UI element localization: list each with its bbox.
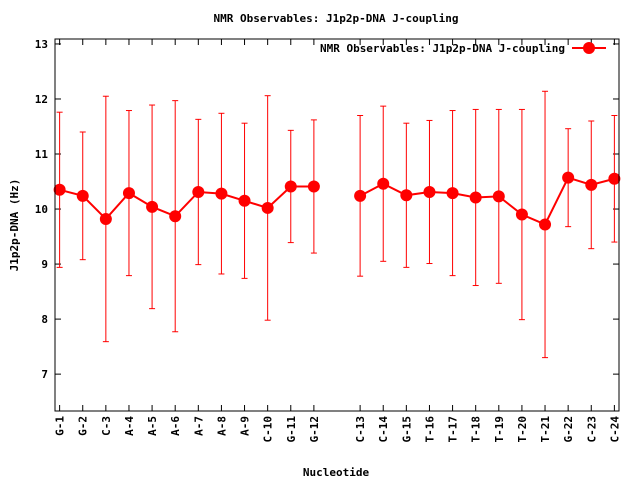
data-point — [53, 183, 66, 196]
x-tick-label: G-2 — [77, 416, 90, 436]
y-tick-label: 9 — [41, 258, 48, 271]
x-tick-label: T-19 — [493, 416, 506, 443]
x-tick-label: A-7 — [192, 416, 205, 436]
x-tick-label: C-24 — [608, 416, 621, 443]
legend: NMR Observables: J1p2p-DNA J-coupling — [320, 42, 606, 55]
x-tick-label: G-1 — [54, 416, 67, 436]
data-point — [76, 189, 89, 202]
x-tick-label: T-20 — [516, 416, 529, 443]
data-point — [192, 185, 205, 198]
y-tick-label: 7 — [41, 368, 48, 381]
y-axis-label: J1p2p-DNA (Hz) — [8, 179, 21, 272]
legend-marker — [583, 42, 595, 54]
marks — [53, 90, 621, 359]
x-tick-label: A-9 — [239, 416, 252, 436]
data-point — [492, 190, 505, 203]
ticks: 7 8 9 10 11 12 13 G-1 G-2 C-3 A-4 A-5 A-6 A-7 A-8 A-9 C-… — [35, 38, 622, 443]
data-point — [169, 210, 182, 223]
x-tick-label: A-5 — [146, 416, 159, 436]
y-tick-label: 13 — [35, 38, 48, 51]
y-tick-label: 8 — [41, 313, 48, 326]
x-tick-label: C-3 — [100, 416, 113, 436]
y-tick-label: 10 — [35, 203, 48, 216]
data-point — [585, 178, 598, 191]
plot-frame — [54, 38, 620, 412]
y-tick-label: 12 — [35, 93, 48, 106]
x-tick-label: T-21 — [539, 416, 552, 443]
data-point — [99, 212, 112, 225]
series-line — [59, 185, 314, 221]
x-tick-label: T-18 — [470, 416, 483, 443]
x-tick-label: C-10 — [262, 416, 275, 443]
chart-title: NMR Observables: J1p2p-DNA J-coupling — [213, 12, 458, 25]
x-tick-label: A-4 — [123, 416, 136, 436]
x-tick-label: T-17 — [447, 416, 460, 443]
data-point — [377, 177, 390, 190]
data-point — [562, 171, 575, 184]
y-tick-label: 11 — [35, 148, 49, 161]
data-point — [307, 180, 320, 193]
x-tick-label: A-6 — [169, 416, 182, 436]
data-point — [261, 201, 274, 214]
x-tick-label: G-22 — [562, 416, 575, 443]
data-point — [446, 187, 459, 200]
x-tick-label: C-13 — [354, 416, 367, 443]
data-point — [539, 218, 552, 231]
x-tick-label: C-14 — [377, 416, 390, 443]
x-tick-label: G-11 — [285, 416, 298, 443]
x-tick-label: T-16 — [423, 416, 436, 443]
data-point — [284, 180, 297, 193]
x-tick-label: C-23 — [585, 416, 598, 443]
data-point — [215, 187, 228, 200]
x-tick-label: A-8 — [215, 416, 228, 436]
series-line — [359, 176, 615, 226]
data-point — [515, 208, 528, 221]
data-point — [400, 189, 413, 202]
legend-label: NMR Observables: J1p2p-DNA J-coupling — [320, 42, 565, 55]
x-axis-label: Nucleotide — [303, 466, 370, 479]
x-tick-label: G-15 — [400, 416, 413, 443]
data-point — [122, 187, 135, 200]
x-tick-label: G-12 — [308, 416, 321, 443]
data-point — [469, 191, 482, 204]
data-point — [238, 194, 251, 207]
data-point — [354, 189, 367, 202]
data-point — [423, 185, 436, 198]
data-point — [608, 172, 621, 185]
data-point — [146, 200, 159, 213]
